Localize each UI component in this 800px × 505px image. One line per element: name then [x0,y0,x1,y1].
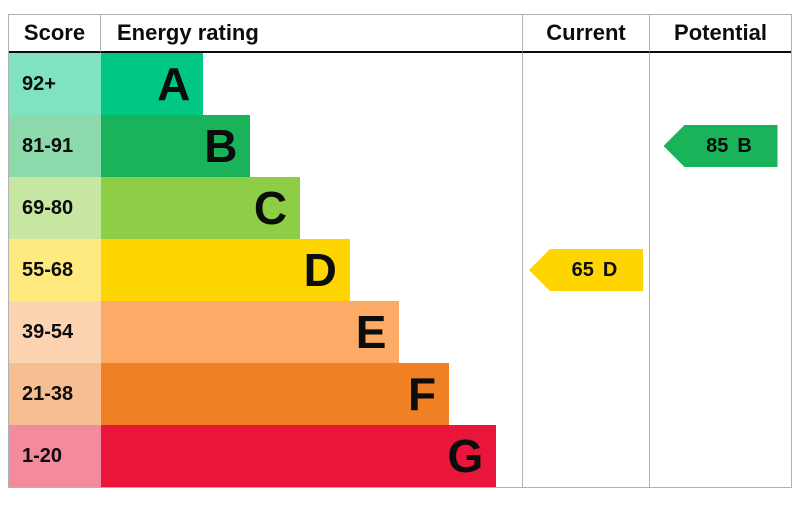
current-cell-g [522,425,649,487]
band-letter-e: E [355,306,387,358]
band-score-range-c: 69-80 [9,177,101,239]
band-score-range-b: 81-91 [9,115,101,177]
band-bar-d: D [101,239,350,301]
band-bar-cell-b: B [101,115,522,177]
potential-cell-d [649,239,791,301]
header-score: Score [9,15,101,53]
band-bar-cell-g: G [101,425,522,487]
potential-score: 85 [706,134,729,157]
potential-cell-c [649,177,791,239]
band-bar-cell-f: F [101,363,522,425]
band-bar-cell-e: E [101,301,522,363]
potential-cell-g [649,425,791,487]
header-potential: Potential [649,15,791,53]
current-cell-e [522,301,649,363]
potential-cell-b: 85 B [649,115,791,177]
current-cell-f [522,363,649,425]
band-bar-cell-a: A [101,53,522,115]
potential-cell-a [649,53,791,115]
band-letter-b: B [204,120,238,172]
current-rating-arrow: 65 D [529,249,643,291]
band-score-range-g: 1-20 [9,425,101,487]
header-energy-rating: Energy rating [101,15,522,53]
potential-cell-e [649,301,791,363]
current-rating-letter: D [602,258,618,281]
band-letter-a: A [157,58,191,110]
band-score-range-f: 21-38 [9,363,101,425]
energy-rating-chart: Score Energy rating Current Potential 92… [8,14,792,488]
band-bar-e: E [101,301,400,363]
band-letter-d: D [303,244,337,296]
current-cell-c [522,177,649,239]
potential-rating-arrow: 85 B [663,125,778,167]
band-bar-b: B [101,115,251,177]
band-bar-a: A [101,53,204,115]
band-score-range-d: 55-68 [9,239,101,301]
current-cell-d: 65 D [522,239,649,301]
band-bar-f: F [101,363,450,425]
band-bar-cell-d: D [101,239,522,301]
band-bar-g: G [101,425,497,487]
band-letter-g: G [447,430,484,482]
potential-cell-f [649,363,791,425]
current-score: 65 [571,258,594,281]
band-score-range-e: 39-54 [9,301,101,363]
band-letter-f: F [408,368,437,420]
band-score-range-a: 92+ [9,53,101,115]
band-bar-cell-c: C [101,177,522,239]
potential-rating-letter: B [737,134,752,157]
band-letter-c: C [253,182,288,234]
header-current: Current [522,15,649,53]
current-cell-a [522,53,649,115]
band-bar-c: C [101,177,301,239]
current-cell-b [522,115,649,177]
